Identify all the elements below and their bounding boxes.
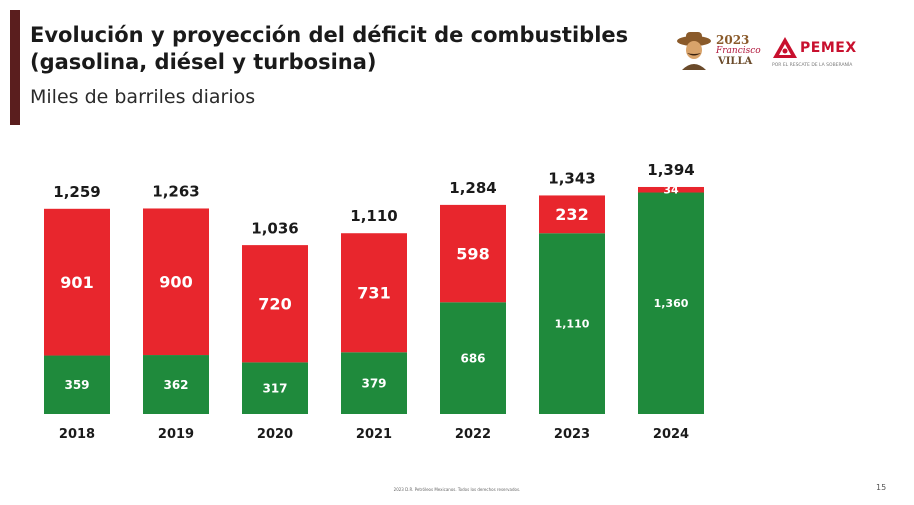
bar-value-label-2024-1: 34: [663, 184, 679, 197]
logo-year: 2023: [716, 33, 750, 47]
bar-segment-2018-1: [44, 208, 110, 356]
bar-value-label-2018-1: 901: [60, 273, 93, 292]
pemex-logo: PEMEX POR EL RESCATE DE LA SOBERANÍA: [772, 36, 876, 72]
footer-copyright: 2023 D.R. Petróleos Mexicanos. Todos los…: [393, 487, 521, 492]
x-tick-label-2021: 2021: [356, 427, 392, 442]
bar-value-label-2020-0: 317: [262, 382, 287, 396]
bar-value-label-2023-0: 1,110: [555, 318, 590, 331]
bar-value-label-2024-0: 1,360: [654, 297, 689, 310]
total-label-2022: 1,284: [449, 179, 496, 197]
bar-segment-2021-1: [341, 233, 407, 353]
x-tick-label-2024: 2024: [653, 427, 689, 442]
pemex-tagline: POR EL RESCATE DE LA SOBERANÍA: [772, 63, 853, 68]
page-number: 15: [876, 483, 887, 492]
bar-value-label-2023-1: 232: [555, 205, 588, 224]
pemex-eagle-icon: [773, 37, 797, 58]
bar-segment-2020-0: [242, 362, 308, 414]
accent-bar: [10, 10, 20, 125]
total-label-2023: 1,343: [548, 169, 595, 187]
x-tick-label-2022: 2022: [455, 427, 491, 442]
logo-villa: VILLA: [718, 56, 753, 67]
total-label-2024: 1,394: [647, 161, 694, 179]
x-tick-label-2023: 2023: [554, 427, 590, 442]
bar-segment-2023-1: [539, 195, 605, 234]
bar-value-label-2020-1: 720: [258, 295, 291, 314]
bar-value-label-2019-0: 362: [163, 378, 188, 392]
pemex-name: PEMEX: [800, 40, 857, 56]
bar-value-label-2021-0: 379: [361, 376, 386, 390]
bar-segment-2019-1: [143, 208, 209, 356]
x-tick-label-2019: 2019: [158, 427, 194, 442]
bar-segment-2021-0: [341, 352, 407, 414]
bar-value-label-2021-1: 731: [357, 284, 390, 303]
page-subtitle: Miles de barriles diarios: [30, 86, 256, 108]
total-label-2021: 1,110: [350, 207, 397, 225]
bar-segment-2024-0: [638, 192, 704, 414]
bar-segment-2022-0: [440, 302, 506, 414]
bar-segment-2023-0: [539, 233, 605, 414]
x-tick-label-2020: 2020: [257, 427, 293, 442]
bar-segment-2018-0: [44, 355, 110, 414]
francisco-villa-portrait-icon: [677, 32, 711, 70]
bar-segment-2022-1: [440, 204, 506, 303]
bar-value-label-2019-1: 900: [159, 273, 192, 292]
total-label-2020: 1,036: [251, 219, 298, 237]
bar-value-label-2022-1: 598: [456, 244, 489, 263]
logo-script: Francisco: [716, 46, 761, 56]
bar-segment-2019-0: [143, 355, 209, 414]
bar-value-label-2018-0: 359: [64, 378, 89, 392]
total-label-2018: 1,259: [53, 183, 100, 201]
x-tick-label-2018: 2018: [59, 427, 95, 442]
francisco-villa-2023-logo: 2023 Francisco VILLA: [676, 24, 764, 74]
bar-value-label-2022-0: 686: [460, 351, 485, 365]
bar-segment-2020-1: [242, 245, 308, 363]
page-title: Evolución y proyección del déficit de co…: [30, 23, 629, 74]
total-label-2019: 1,263: [152, 182, 199, 200]
bar-segment-2024-1: [638, 186, 704, 193]
